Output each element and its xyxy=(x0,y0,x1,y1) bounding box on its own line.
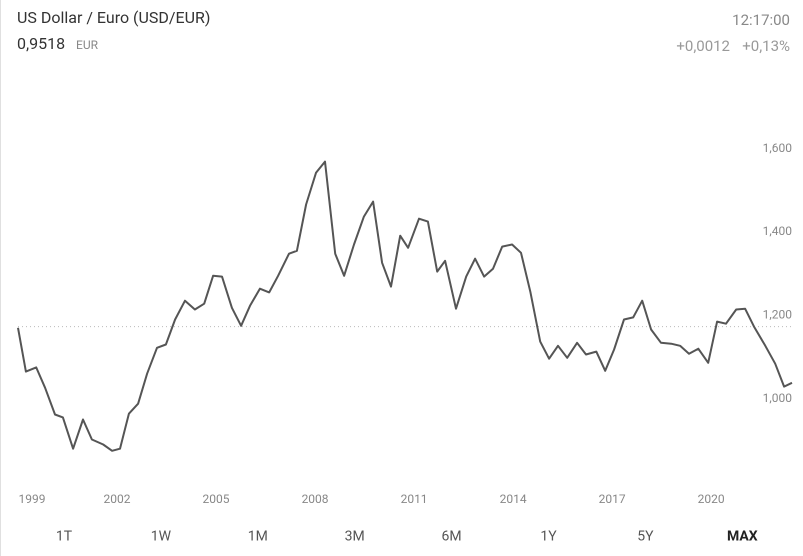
x-tick-label: 2017 xyxy=(599,492,626,506)
range-button[interactable]: 5Y xyxy=(637,529,654,545)
x-tick-label: 2020 xyxy=(698,492,725,506)
change: +0,0012 xyxy=(676,37,730,55)
x-tick-label: 2005 xyxy=(203,492,230,506)
price-line xyxy=(17,160,793,452)
x-tick-label: 2002 xyxy=(104,492,131,506)
x-tick-label: 2011 xyxy=(401,492,428,506)
y-tick-label: 1,000 xyxy=(763,391,793,405)
y-tick-label: 1,200 xyxy=(763,308,793,322)
x-tick-label: 1999 xyxy=(19,492,46,506)
range-button[interactable]: MAX xyxy=(727,529,758,545)
range-button[interactable]: 1M xyxy=(248,529,268,545)
range-button[interactable]: 6M xyxy=(442,529,462,545)
range-button[interactable]: 1W xyxy=(151,529,172,545)
range-button[interactable]: 1T xyxy=(56,529,73,545)
x-tick-label: 2014 xyxy=(500,492,527,506)
range-button[interactable]: 3M xyxy=(345,529,365,545)
y-tick-label: 1,400 xyxy=(763,224,793,238)
time: 12:17:00 xyxy=(732,11,790,29)
price: 0,9518 xyxy=(17,34,65,53)
currency: EUR xyxy=(76,38,99,52)
instrument-title: US Dollar / Euro (USD/EUR) xyxy=(17,8,210,27)
x-tick-label: 2008 xyxy=(302,492,329,506)
range-button[interactable]: 1Y xyxy=(540,529,557,545)
y-tick-label: 1,600 xyxy=(763,141,793,155)
change-percent: +0,13% xyxy=(742,37,790,55)
